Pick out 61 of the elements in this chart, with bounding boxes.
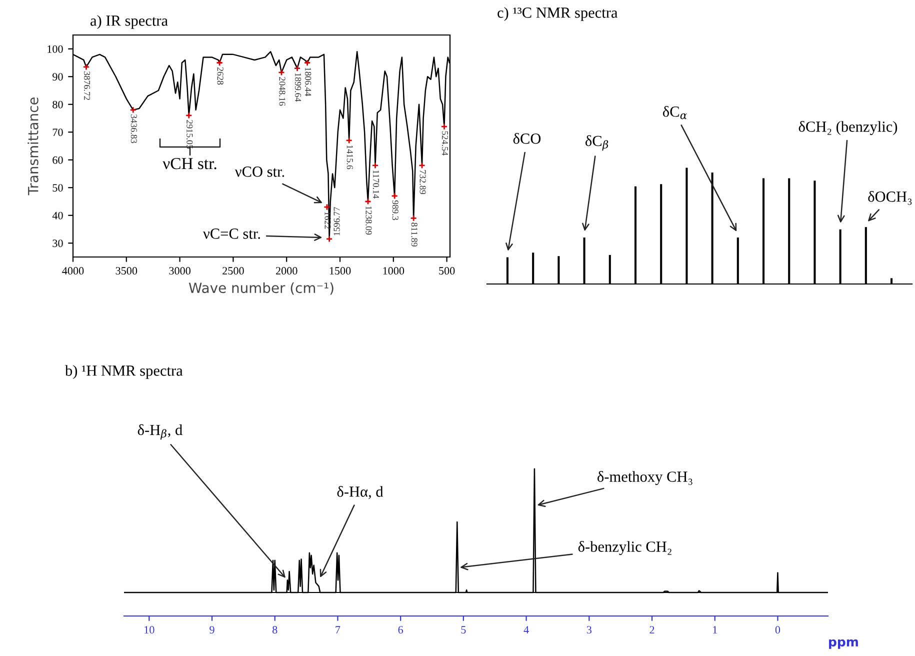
x-tick-label: 4000 [62, 267, 84, 275]
text: δC$_{β}$ [586, 135, 608, 151]
annotation: δ-H$_{β}$, d [138, 424, 182, 440]
annotation: 2915.05 [186, 120, 193, 149]
annotation: 1622 [324, 212, 331, 229]
y-tick-label: 50 [52, 184, 63, 192]
x-axis-title: Wave number (cm⁻¹) [188, 282, 334, 295]
y-tick-label: 90 [52, 73, 63, 81]
y-tick-label: 100 [48, 45, 63, 53]
x-tick-label: 3000 [169, 267, 190, 275]
annotation: 2048.16 [279, 77, 286, 106]
x-tick-label: 3 [586, 626, 592, 634]
y-axis-title: Transmittance [28, 98, 38, 196]
x-tick-label: 6 [398, 626, 404, 634]
annotation: 524.54 [442, 131, 448, 156]
text: δC$_{α}$ [662, 106, 687, 120]
x-tick-label: 8 [272, 626, 278, 634]
annotation: 1596.77 [334, 207, 340, 236]
annotation: 1899.64 [294, 73, 302, 102]
chart-title: c) ¹³C NMR spectra [498, 7, 618, 21]
x-tick-label: 1 [713, 626, 717, 634]
y-tick-label: 80 [52, 100, 63, 108]
x-tick-label: 10 [144, 626, 154, 634]
annotation: νC=C str. [203, 228, 260, 239]
x-tick-label: 2500 [222, 267, 244, 275]
x-tick-label: 7 [336, 626, 340, 634]
annotation: 1238.09 [366, 206, 372, 235]
annotation: 1806.44 [305, 68, 312, 96]
x-tick-label: 5 [461, 626, 466, 634]
y-tick-label: 60 [52, 156, 63, 164]
annotation: 1415.6 [346, 145, 353, 170]
x-tick-label: 1000 [383, 267, 404, 275]
annotation: 2628 [217, 67, 224, 85]
x-tick-label: 2 [650, 626, 654, 634]
annotation: δ-Hα, d [337, 486, 384, 500]
annotation: 3876.72 [84, 72, 90, 100]
annotation: νCH str. [162, 158, 216, 170]
annotation: νCO str. [234, 166, 284, 177]
x-tick-label: 1500 [330, 267, 351, 275]
y-tick-label: 30 [52, 240, 63, 248]
x-tick-label: 4 [524, 626, 529, 634]
y-tick-label: 70 [52, 128, 63, 136]
chart-title: a) IR spectra [90, 15, 168, 29]
y-tick-label: 40 [52, 212, 63, 220]
x-tick-label: 2000 [276, 267, 298, 275]
text: δCO [513, 133, 541, 144]
annotation: 811.89 [411, 222, 418, 246]
x-tick-label: 3500 [116, 267, 138, 275]
text: δCH₂ (benzylic) [798, 121, 898, 135]
annotation: 989.3 [392, 200, 398, 220]
annotation: δ-benzylic CH₂ [578, 541, 672, 555]
annotation: δOCH₃ [868, 191, 912, 205]
x-tick-label: 0 [775, 626, 780, 634]
annotation: 732.89 [420, 170, 426, 194]
annotation: δ-methoxy CH₃ [598, 471, 692, 485]
annotation: 1170.14 [372, 170, 380, 198]
x-axis-title: ppm [829, 639, 858, 649]
chart-title: b) ¹H NMR spectra [65, 365, 183, 379]
x-tick-label: 9 [210, 626, 214, 634]
annotation: 3436.83 [130, 114, 137, 144]
x-tick-label: 500 [439, 267, 455, 275]
